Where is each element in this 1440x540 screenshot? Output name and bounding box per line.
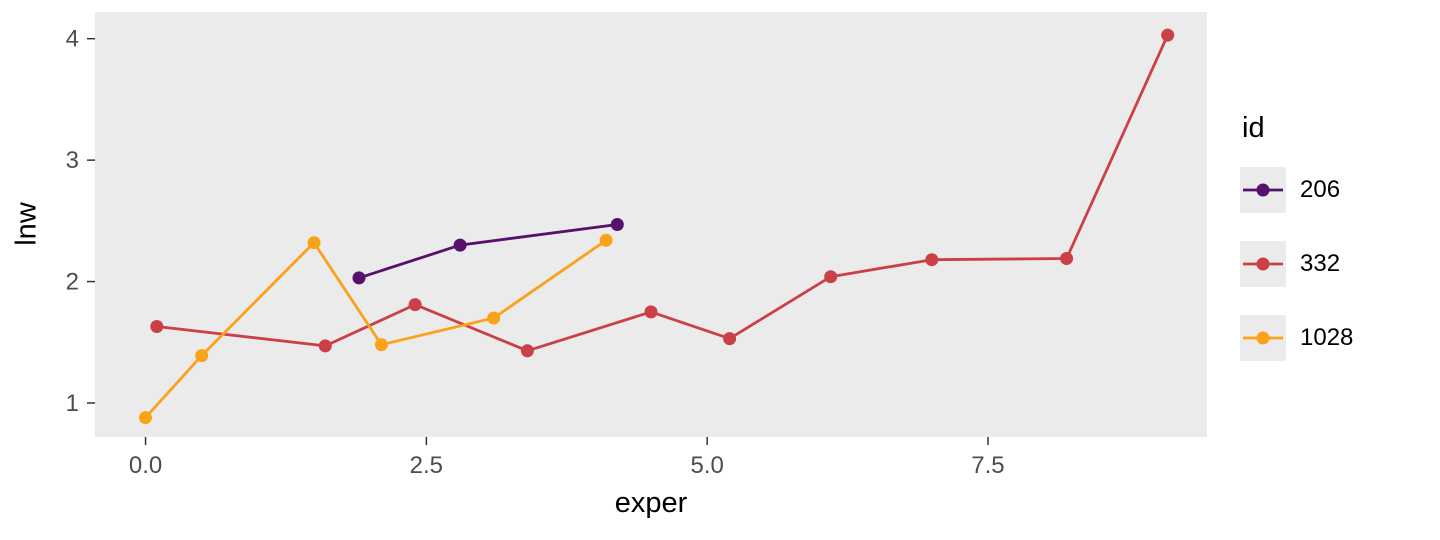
y-axis-title: lnw: [10, 202, 43, 246]
data-point-1028: [307, 236, 321, 250]
data-point-1028: [599, 233, 613, 247]
legend-item-206: 206: [1240, 167, 1353, 213]
data-point-1028: [195, 349, 209, 363]
x-tick-label: 5.0: [690, 452, 723, 479]
data-point-1028: [139, 411, 152, 425]
legend-label: 332: [1300, 250, 1341, 277]
legend-key-swatch: [1240, 315, 1286, 361]
y-tick-label: 2: [66, 269, 79, 296]
legend-title: id: [1242, 112, 1265, 144]
data-point-332: [925, 253, 939, 267]
y-tick-label: 3: [66, 147, 79, 174]
data-point-332: [824, 270, 838, 284]
data-point-332: [1060, 252, 1074, 265]
data-point-206: [610, 218, 624, 231]
data-point-332: [1161, 28, 1175, 42]
y-tick-label: 4: [66, 26, 79, 53]
data-point-332: [150, 320, 164, 333]
legend-label: 206: [1300, 176, 1341, 203]
y-tick-label: 1: [66, 390, 79, 417]
legend-item-332: 332: [1240, 241, 1353, 287]
data-point-1028: [374, 338, 388, 352]
data-point-1028: [487, 311, 501, 325]
data-point-206: [352, 271, 366, 285]
legend-key-swatch: [1240, 241, 1286, 287]
data-point-332: [520, 344, 534, 358]
legend-key-swatch: [1240, 167, 1286, 213]
data-point-332: [408, 298, 422, 312]
x-tick-label: 2.5: [410, 452, 443, 479]
plot-panel: [95, 12, 1207, 437]
x-axis-title: exper: [614, 487, 688, 519]
x-tick-label: 7.5: [971, 452, 1004, 479]
data-point-206: [453, 238, 467, 252]
data-point-332: [318, 339, 332, 353]
legend-item-1028: 1028: [1240, 315, 1353, 361]
legend-label: 1028: [1300, 324, 1354, 351]
data-point-332: [723, 332, 737, 346]
series-line-1028: [144, 238, 608, 420]
x-tick-label: 0.0: [129, 452, 162, 479]
legend-items: 206 332 1028: [1240, 167, 1353, 361]
legend: id 206 332 1028: [1240, 112, 1353, 389]
data-point-332: [644, 305, 658, 319]
